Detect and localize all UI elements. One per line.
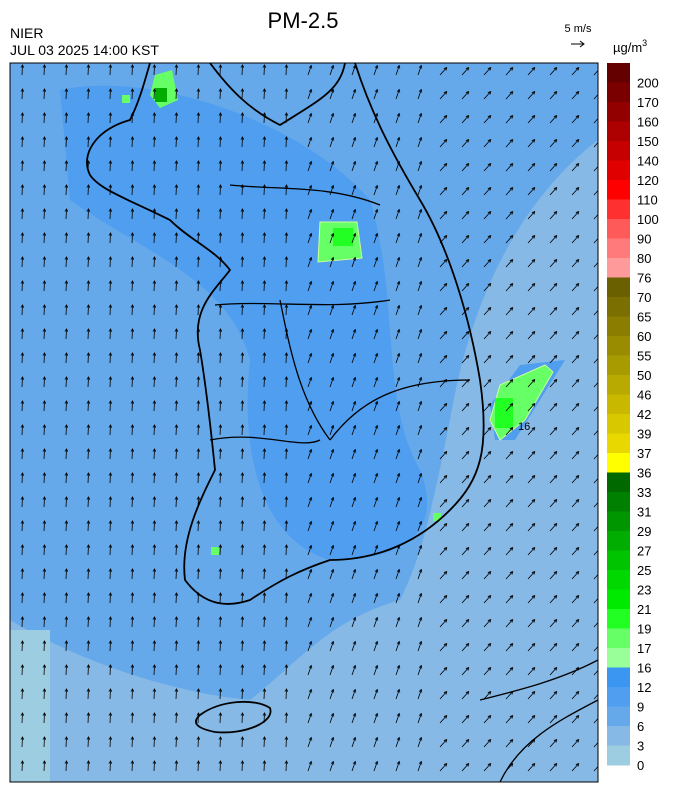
unit: µg/m3 <box>613 38 647 55</box>
colorbar-label: 55 <box>637 349 651 364</box>
colorbar-box <box>607 414 630 434</box>
colorbar-box <box>607 531 630 551</box>
colorbar-label: 25 <box>637 563 651 578</box>
colorbar-label: 3 <box>637 739 644 754</box>
colorbar-box <box>607 629 630 649</box>
colorbar-label: 31 <box>637 505 651 520</box>
colorbar-box <box>607 473 630 493</box>
colorbar-label: 160 <box>637 115 659 130</box>
colorbar-box <box>607 258 630 278</box>
timestamp: JUL 03 2025 14:00 KST <box>10 42 159 58</box>
colorbar-label: 9 <box>637 700 644 715</box>
colorbar-box <box>607 83 630 103</box>
colorbar-label: 29 <box>637 524 651 539</box>
map-field <box>10 63 601 782</box>
colorbar-box <box>607 239 630 259</box>
patch-north-peak <box>155 88 167 102</box>
colorbar-label: 65 <box>637 310 651 325</box>
colorbar-box <box>607 746 630 766</box>
colorbar-label: 60 <box>637 329 651 344</box>
colorbar-box <box>607 200 630 220</box>
colorbar-box <box>607 375 630 395</box>
colorbar-box <box>607 551 630 571</box>
colorbar-label: 76 <box>637 271 651 286</box>
colorbar-box <box>607 219 630 239</box>
colorbar-label: 33 <box>637 485 651 500</box>
colorbar-label: 21 <box>637 602 651 617</box>
colorbar-label: 120 <box>637 173 659 188</box>
colorbar-label: 42 <box>637 407 651 422</box>
colorbar-label: 200 <box>637 76 659 91</box>
colorbar-label: 150 <box>637 134 659 149</box>
colorbar-box <box>607 707 630 727</box>
colorbar-box <box>607 648 630 668</box>
colorbar-box <box>607 570 630 590</box>
colorbar-box <box>607 609 630 629</box>
colorbar-box <box>607 687 630 707</box>
colorbar-label: 90 <box>637 232 651 247</box>
agency: NIER <box>10 25 43 41</box>
colorbar-box <box>607 453 630 473</box>
colorbar-label: 46 <box>637 388 651 403</box>
colorbar-label: 80 <box>637 251 651 266</box>
colorbar-box <box>607 180 630 200</box>
colorbar: 2001701601501401201101009080767065605550… <box>607 63 659 773</box>
colorbar-label: 39 <box>637 427 651 442</box>
colorbar-label: 100 <box>637 212 659 227</box>
patch-sea-peak <box>495 398 513 428</box>
title: PM-2.5 <box>268 8 339 33</box>
colorbar-label: 110 <box>637 193 658 208</box>
colorbar-box <box>607 434 630 454</box>
wind-scale-label: 5 m/s <box>565 23 592 35</box>
colorbar-box <box>607 141 630 161</box>
colorbar-box <box>607 492 630 512</box>
colorbar-label: 140 <box>637 154 659 169</box>
colorbar-box <box>607 336 630 356</box>
map: 16 <box>10 63 601 782</box>
colorbar-label: 170 <box>637 95 659 110</box>
colorbar-box <box>607 590 630 610</box>
colorbar-label: 12 <box>637 680 651 695</box>
field-low <box>10 630 50 782</box>
unit-sup: 3 <box>642 38 647 48</box>
colorbar-box <box>607 512 630 532</box>
colorbar-label: 50 <box>637 368 651 383</box>
unit-base: µg/m <box>613 40 642 55</box>
contour-label: 16 <box>518 421 530 433</box>
colorbar-box <box>607 726 630 746</box>
colorbar-label: 27 <box>637 544 651 559</box>
colorbar-label: 6 <box>637 719 644 734</box>
patch-dot <box>122 95 130 103</box>
colorbar-box <box>607 161 630 181</box>
colorbar-box <box>607 356 630 376</box>
colorbar-box <box>607 122 630 142</box>
colorbar-box <box>607 102 630 122</box>
colorbar-box <box>607 395 630 415</box>
colorbar-box <box>607 668 630 688</box>
colorbar-box <box>607 297 630 317</box>
patch-dot <box>211 547 219 555</box>
colorbar-label: 17 <box>637 641 651 656</box>
colorbar-box <box>607 63 630 83</box>
colorbar-label: 19 <box>637 622 651 637</box>
colorbar-label: 37 <box>637 446 651 461</box>
colorbar-box <box>607 278 630 298</box>
colorbar-label: 70 <box>637 290 651 305</box>
colorbar-label: 36 <box>637 466 651 481</box>
patch-peak <box>333 228 353 246</box>
colorbar-label: 23 <box>637 583 651 598</box>
colorbar-label: 16 <box>637 661 651 676</box>
colorbar-box <box>607 317 630 337</box>
colorbar-label: 0 <box>637 758 644 773</box>
